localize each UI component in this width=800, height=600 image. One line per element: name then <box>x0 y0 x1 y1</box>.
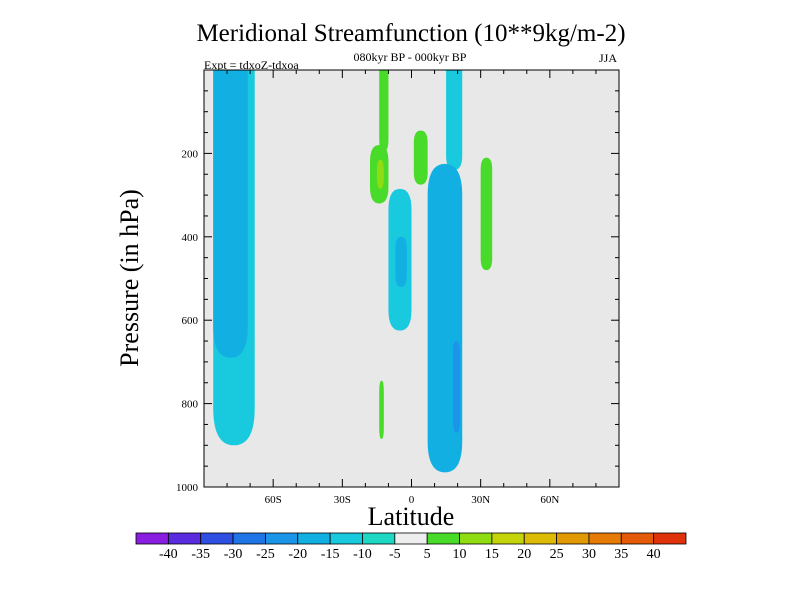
colorbar-swatch <box>362 532 396 545</box>
colorbar-label: 40 <box>647 547 661 562</box>
colorbar-label: 30 <box>582 547 596 562</box>
y-tick-label: 400 <box>182 232 199 244</box>
colorbar-swatch <box>588 532 622 545</box>
contour-northern-negative-column <box>446 70 463 171</box>
colorbar-label: -25 <box>256 547 275 562</box>
y-tick-label: 600 <box>182 315 199 327</box>
chart-subtitle-left: Expt = tdxoZ-tdxoa <box>204 58 299 72</box>
contour-positive-patch-200 <box>413 130 428 185</box>
colorbar-label: -35 <box>191 547 210 562</box>
plot-area: 60S 30S 0 30N 60N 200 400 600 800 1000 <box>176 69 620 506</box>
colorbar-swatch <box>167 532 202 545</box>
chart-title: Meridional Streamfunction (10**9kg/m-2) <box>196 20 625 47</box>
colorbar-label: 15 <box>485 547 499 562</box>
colorbar-swatch <box>426 532 460 545</box>
contour-southern-inner-negative-core <box>213 70 248 358</box>
colorbar-label: 35 <box>614 547 628 562</box>
colorbar-swatch <box>523 532 557 545</box>
contour-positive-core-250 <box>376 159 384 189</box>
colorbar-swatch <box>620 532 655 545</box>
x-tick-label: 60S <box>265 494 282 506</box>
colorbar-swatch <box>329 532 363 545</box>
contour-layer <box>213 70 493 473</box>
y-tick-label: 1000 <box>176 482 199 494</box>
colorbar-swatch <box>653 532 687 545</box>
colorbar-label: 5 <box>424 547 431 562</box>
colorbar-swatch <box>459 532 493 545</box>
colorbar-swatch <box>200 532 234 545</box>
colorbar-swatch <box>491 532 525 545</box>
colorbar-label: -30 <box>224 547 243 562</box>
colorbar-swatch <box>265 532 299 545</box>
y-axis-label: Pressure (in hPa) <box>115 189 144 367</box>
colorbar-label: -10 <box>353 547 372 562</box>
colorbar-label: 20 <box>517 547 531 562</box>
contour-positive-patch-780 <box>379 380 384 440</box>
x-tick-label: 30N <box>471 494 490 506</box>
x-tick-label: 60N <box>540 494 559 506</box>
y-tick-label: 800 <box>182 399 199 411</box>
chart-subtitle-center: 080kyr BP - 000kyr BP <box>354 50 467 64</box>
contour-northern-negative-core-lower <box>453 341 460 433</box>
colorbar-label: 10 <box>453 547 467 562</box>
colorbar-label: -40 <box>159 547 178 562</box>
colorbar-swatch <box>556 532 590 545</box>
contour-equatorial-negative-core <box>395 236 407 287</box>
colorbar-label: 25 <box>550 547 564 562</box>
chart-subtitle-right: JJA <box>599 51 617 65</box>
colorbar-label: -5 <box>389 547 401 562</box>
x-tick-label: 30S <box>334 494 351 506</box>
x-axis-label: Latitude <box>368 502 455 531</box>
x-tick-label: 0 <box>409 494 415 506</box>
colorbar-swatch <box>297 532 331 545</box>
colorbar-swatch <box>232 532 266 545</box>
contour-upper-positive-strip <box>379 70 389 152</box>
colorbar-swatch <box>394 532 428 545</box>
axis-ticks: 60S 30S 0 30N 60N 200 400 600 800 1000 <box>176 70 619 506</box>
colorbar-swatch <box>135 532 169 545</box>
colorbar-label: -20 <box>288 547 307 562</box>
contour-northern-positive-patch <box>480 157 493 271</box>
y-tick-label: 200 <box>182 148 199 160</box>
colorbar-label: -15 <box>321 547 340 562</box>
colorbar: -40 -35 -30 -25 -20 -15 -10 -5 5 10 15 20 25 30 35 40 <box>135 532 687 562</box>
